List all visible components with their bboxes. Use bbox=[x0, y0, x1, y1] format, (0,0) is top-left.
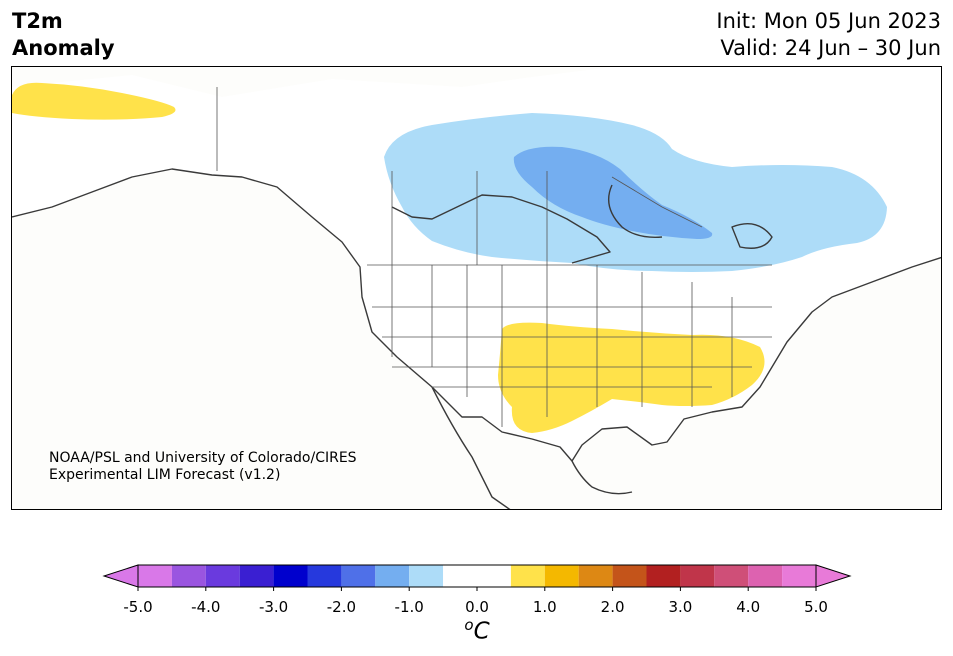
forecast-dates: Init: Mon 05 Jun 2023 Valid: 24 Jun – 30… bbox=[716, 8, 941, 62]
colorbar-segment bbox=[544, 565, 579, 587]
colorbar-segment bbox=[612, 565, 647, 587]
anomaly-map bbox=[12, 67, 941, 509]
colorbar-tick-label: -2.0 bbox=[326, 598, 357, 616]
variable-label: T2m bbox=[12, 9, 63, 33]
colorbar-segment bbox=[171, 565, 206, 587]
political-borders bbox=[216, 87, 772, 427]
colorbar-segment bbox=[205, 565, 240, 587]
map-panel bbox=[11, 66, 942, 510]
anomaly-shading bbox=[12, 82, 887, 433]
colorbar-segment bbox=[409, 565, 444, 587]
colorbar-segment bbox=[443, 565, 511, 587]
colorbar-segment bbox=[510, 565, 545, 587]
colorbar-tick-label: -5.0 bbox=[123, 598, 153, 616]
colorbar-tick-label: 1.0 bbox=[532, 598, 557, 616]
colorbar-segment bbox=[646, 565, 681, 587]
coastlines bbox=[12, 168, 941, 509]
colorbar-segment bbox=[273, 565, 308, 587]
colorbar-tick-label: -1.0 bbox=[394, 598, 424, 616]
colorbar-tick-label: -3.0 bbox=[258, 598, 289, 616]
colorbar-segment bbox=[748, 565, 783, 587]
colorbar-segment bbox=[307, 565, 342, 587]
colorbar-segment bbox=[578, 565, 613, 587]
colorbar-segment bbox=[680, 565, 715, 587]
colorbar-tick-label: -4.0 bbox=[191, 598, 221, 616]
cool-anomaly-hudson bbox=[513, 146, 713, 239]
valid-date: Valid: 24 Jun – 30 Jun bbox=[720, 36, 941, 60]
colorbar-segment bbox=[375, 565, 410, 587]
source-credit: NOAA/PSL and University of Colorado/CIRE… bbox=[49, 450, 357, 484]
colorbar-segment bbox=[138, 565, 172, 587]
colorbar-tick-label: 2.0 bbox=[600, 598, 625, 616]
colorbar-extend-high bbox=[815, 564, 852, 588]
unit-base: C bbox=[473, 618, 490, 645]
credit-line-2: Experimental LIM Forecast (v1.2) bbox=[49, 467, 281, 483]
colorbar-tick-label: 4.0 bbox=[736, 598, 761, 616]
warm-anomaly-alaska bbox=[12, 82, 176, 120]
field-label: Anomaly bbox=[12, 36, 115, 60]
warm-anomaly-central-us bbox=[498, 322, 765, 433]
colorbar-segment bbox=[714, 565, 749, 587]
unit-degree: o bbox=[464, 616, 474, 634]
colorbar-extend-low bbox=[102, 564, 139, 588]
colorbar-tick-label: 5.0 bbox=[804, 598, 828, 616]
colorbar-unit-label: oC bbox=[464, 616, 489, 645]
colorbar-tick-label: 0.0 bbox=[465, 598, 489, 616]
colorbar-segment bbox=[239, 565, 274, 587]
colorbar-tick-label: 3.0 bbox=[668, 598, 693, 616]
credit-line-1: NOAA/PSL and University of Colorado/CIRE… bbox=[49, 450, 357, 466]
plot-title: T2m Anomaly bbox=[12, 8, 115, 62]
colorbar-segment bbox=[782, 565, 816, 587]
init-date: Init: Mon 05 Jun 2023 bbox=[716, 9, 941, 33]
colorbar-segment bbox=[341, 565, 376, 587]
